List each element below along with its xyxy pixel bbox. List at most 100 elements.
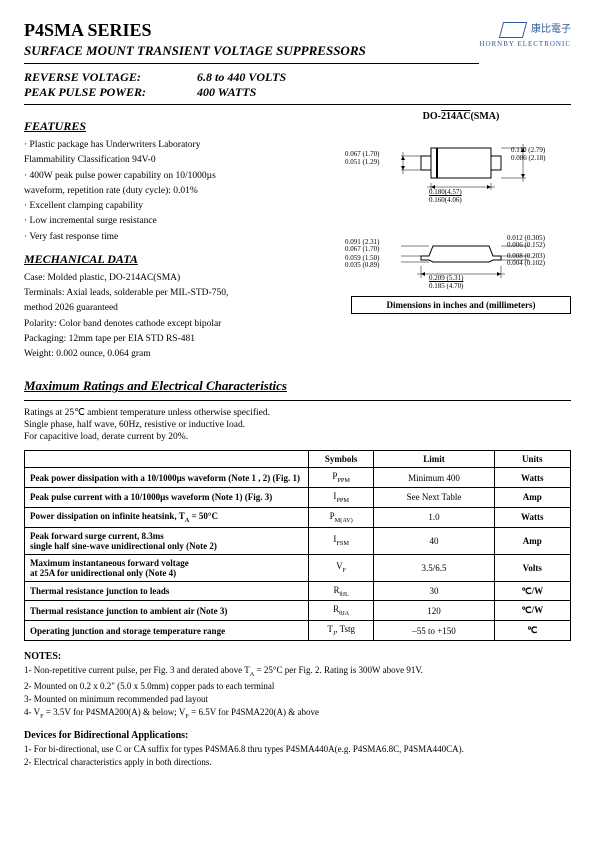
pp-value: 400 WATTS	[197, 85, 256, 100]
table-row: Peak pulse current with a 10/1000µs wave…	[25, 488, 571, 508]
cell-limit: 1.0	[374, 507, 494, 527]
header: P4SMA SERIES SURFACE MOUNT TRANSIENT VOL…	[24, 20, 571, 100]
upper-columns: FEATURES · Plastic package has Underwrit…	[24, 111, 571, 362]
mech-line: method 2026 guaranteed	[24, 301, 335, 315]
cell-param: Peak pulse current with a 10/1000µs wave…	[25, 488, 309, 508]
rv-value: 6.8 to 440 VOLTS	[197, 70, 286, 85]
cell-param: Power dissipation on infinite heatsink, …	[25, 507, 309, 527]
cell-limit: Minimum 400	[374, 468, 494, 488]
rule	[24, 400, 571, 401]
feature-item: waveform, repetition rate (duty cycle): …	[24, 184, 335, 198]
mech-heading: MECHANICAL DATA	[24, 252, 335, 267]
cell-limit: 40	[374, 527, 494, 554]
features-list: · Plastic package has Underwriters Labor…	[24, 138, 335, 244]
package-label: DO-214AC(SMA)	[351, 111, 571, 122]
cell-param: Thermal resistance junction to ambient a…	[25, 601, 309, 621]
dim: 0.006 (0.152)	[507, 241, 545, 249]
cell-symbol: PPPM	[308, 468, 374, 488]
cell-unit: Watts	[494, 507, 570, 527]
cell-unit: Amp	[494, 488, 570, 508]
cell-limit: See Next Table	[374, 488, 494, 508]
col-symbols: Symbols	[308, 451, 374, 468]
mech-line: Polarity: Color band denotes cathode exc…	[24, 317, 335, 331]
notes-list: 1- Non-repetitive current pulse, per Fig…	[24, 665, 571, 720]
rule	[24, 63, 479, 64]
ratings-intro: Single phase, half wave, 60Hz, resistive…	[24, 420, 571, 430]
note-line: 2- Mounted on 0.2 x 0.2" (5.0 x 5.0mm) c…	[24, 681, 571, 691]
cell-param: Thermal resistance junction to leads	[25, 581, 309, 601]
cell-symbol: IFSM	[308, 527, 374, 554]
bidir-heading: Devices for Bidirectional Applications:	[24, 730, 571, 741]
cell-unit: ℃/W	[494, 601, 570, 621]
ratings-table: Symbols Limit Units Peak power dissipati…	[24, 450, 571, 641]
pkg-suffix: (SMA)	[470, 111, 499, 122]
cell-unit: Volts	[494, 554, 570, 581]
logo-icon	[499, 22, 527, 38]
cell-param: Maximum instantaneous forward voltageat …	[25, 554, 309, 581]
package-side-diagram: 0.091 (2.31) 0.067 (1.70) 0.059 (1.50) 0…	[351, 226, 571, 286]
table-row: Operating junction and storage temperatu…	[25, 621, 571, 641]
cell-param: Operating junction and storage temperatu…	[25, 621, 309, 641]
cell-symbol: VF	[308, 554, 374, 581]
features-heading: FEATURES	[24, 119, 335, 134]
dim: 0.051 (1.29)	[345, 158, 379, 166]
table-row: Thermal resistance junction to leadsRθJL…	[25, 581, 571, 601]
series-title: P4SMA SERIES	[24, 20, 479, 41]
feature-item: · Low incremental surge resistance	[24, 214, 335, 228]
table-row: Peak forward surge current, 8.3mssingle …	[25, 527, 571, 554]
cell-symbol: RθJA	[308, 601, 374, 621]
cell-limit: 30	[374, 581, 494, 601]
col-units: Units	[494, 451, 570, 468]
cell-unit: Watts	[494, 468, 570, 488]
pp-label: PEAK PULSE POWER:	[24, 85, 194, 100]
bidir-line: 1- For bi-directional, use C or CA suffi…	[24, 744, 571, 754]
ratings-intro: Ratings at 25℃ ambient temperature unles…	[24, 407, 571, 418]
cell-symbol: PM(AV)	[308, 507, 374, 527]
feature-item: · 400W peak pulse power capability on 10…	[24, 169, 335, 183]
subtitle: SURFACE MOUNT TRANSIENT VOLTAGE SUPPRESS…	[24, 43, 479, 59]
table-row: Maximum instantaneous forward voltageat …	[25, 554, 571, 581]
cell-limit: –55 to +150	[374, 621, 494, 641]
cell-unit: ℃/W	[494, 581, 570, 601]
package-top-diagram: 0.067 (1.70) 0.051 (1.29) 0.110 (2.79) 0…	[351, 128, 571, 198]
mech-line: Terminals: Axial leads, solderable per M…	[24, 286, 335, 300]
cell-symbol: RθJL	[308, 581, 374, 601]
dim: 0.160(4.06)	[429, 196, 462, 204]
cell-limit: 120	[374, 601, 494, 621]
col-param	[25, 451, 309, 468]
feature-item: · Excellent clamping capability	[24, 199, 335, 213]
note-line: 4- VF = 3.5V for P4SMA200(A) & below; VF…	[24, 707, 571, 720]
dimensions-note: Dimensions in inches and (millimeters)	[351, 296, 571, 314]
logo-cn: 康比電子	[531, 24, 571, 35]
rule	[24, 104, 571, 105]
ratings-heading: Maximum Ratings and Electrical Character…	[24, 378, 571, 394]
pkg-prefix: DO-	[423, 111, 441, 122]
dim: 0.067 (1.70)	[345, 245, 379, 253]
mech-line: Weight: 0.002 ounce, 0.064 gram	[24, 347, 335, 361]
pkg-mid: 214AC	[441, 111, 470, 122]
cell-limit: 3.5/6.5	[374, 554, 494, 581]
logo-en: HORNBY ELECTRONIC	[479, 40, 571, 48]
note-line: 3- Mounted on minimum recommended pad la…	[24, 694, 571, 704]
logo: 康比電子 HORNBY ELECTRONIC	[479, 20, 571, 48]
table-row: Power dissipation on infinite heatsink, …	[25, 507, 571, 527]
feature-item: Flammability Classification 94V-0	[24, 153, 335, 167]
table-row: Thermal resistance junction to ambient a…	[25, 601, 571, 621]
cell-param: Peak power dissipation with a 10/1000µs …	[25, 468, 309, 488]
feature-item: · Plastic package has Underwriters Labor…	[24, 138, 335, 152]
dim: 0.035 (0.89)	[345, 261, 379, 269]
mech-line: Case: Molded plastic, DO-214AC(SMA)	[24, 271, 335, 285]
ratings-intro: For capacitive load, derate current by 2…	[24, 432, 571, 442]
bidir-line: 2- Electrical characteristics apply in b…	[24, 757, 571, 767]
feature-item: · Very fast response time	[24, 230, 335, 244]
dim: 0.185 (4.70)	[429, 282, 463, 290]
cell-unit: ℃	[494, 621, 570, 641]
cell-unit: Amp	[494, 527, 570, 554]
mech-list: Case: Molded plastic, DO-214AC(SMA) Term…	[24, 271, 335, 362]
cell-symbol: TJ, Tstg	[308, 621, 374, 641]
table-row: Peak power dissipation with a 10/1000µs …	[25, 468, 571, 488]
dim: 0.004 (0.102)	[507, 259, 545, 267]
right-column: DO-214AC(SMA)	[351, 111, 571, 362]
cell-param: Peak forward surge current, 8.3mssingle …	[25, 527, 309, 554]
col-limit: Limit	[374, 451, 494, 468]
